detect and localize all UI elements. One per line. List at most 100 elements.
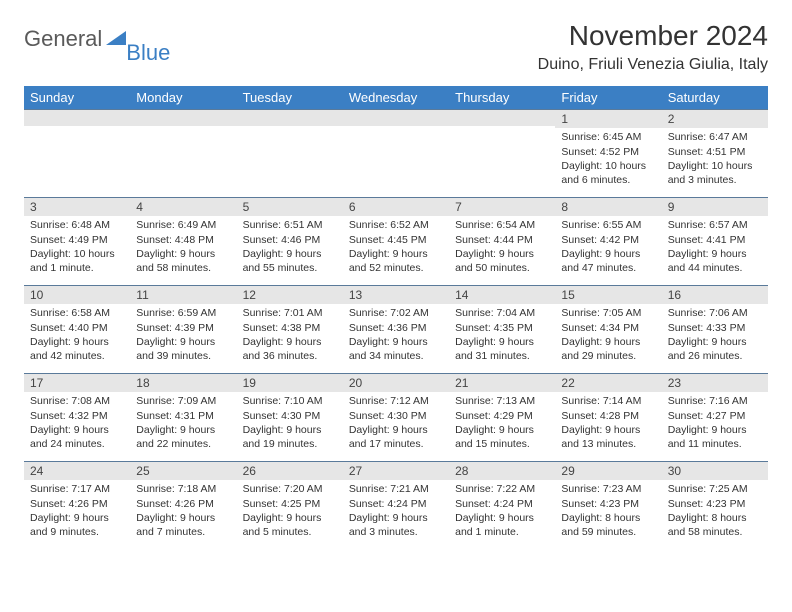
daylight-text: Daylight: 9 hours and 15 minutes. (455, 423, 549, 451)
sunrise-text: Sunrise: 7:23 AM (561, 482, 655, 496)
cell-body: Sunrise: 6:57 AMSunset: 4:41 PMDaylight:… (662, 216, 768, 279)
sunrise-text: Sunrise: 7:21 AM (349, 482, 443, 496)
day-number (130, 110, 236, 126)
calendar-cell: 7Sunrise: 6:54 AMSunset: 4:44 PMDaylight… (449, 198, 555, 286)
calendar-week-row: 17Sunrise: 7:08 AMSunset: 4:32 PMDayligh… (24, 374, 768, 462)
sunrise-text: Sunrise: 7:10 AM (243, 394, 337, 408)
daylight-text: Daylight: 8 hours and 58 minutes. (668, 511, 762, 539)
daylight-text: Daylight: 9 hours and 13 minutes. (561, 423, 655, 451)
day-number: 30 (662, 462, 768, 480)
calendar-cell: 4Sunrise: 6:49 AMSunset: 4:48 PMDaylight… (130, 198, 236, 286)
cell-body: Sunrise: 7:17 AMSunset: 4:26 PMDaylight:… (24, 480, 130, 543)
calendar-table: Sunday Monday Tuesday Wednesday Thursday… (24, 86, 768, 550)
sunset-text: Sunset: 4:45 PM (349, 233, 443, 247)
calendar-cell: 22Sunrise: 7:14 AMSunset: 4:28 PMDayligh… (555, 374, 661, 462)
calendar-cell: 11Sunrise: 6:59 AMSunset: 4:39 PMDayligh… (130, 286, 236, 374)
day-number (449, 110, 555, 126)
sunset-text: Sunset: 4:25 PM (243, 497, 337, 511)
daylight-text: Daylight: 10 hours and 3 minutes. (668, 159, 762, 187)
cell-body: Sunrise: 6:45 AMSunset: 4:52 PMDaylight:… (555, 128, 661, 191)
day-number: 17 (24, 374, 130, 392)
calendar-cell: 5Sunrise: 6:51 AMSunset: 4:46 PMDaylight… (237, 198, 343, 286)
sunrise-text: Sunrise: 6:48 AM (30, 218, 124, 232)
sunset-text: Sunset: 4:31 PM (136, 409, 230, 423)
day-number: 3 (24, 198, 130, 216)
calendar-cell: 28Sunrise: 7:22 AMSunset: 4:24 PMDayligh… (449, 462, 555, 550)
calendar-cell: 21Sunrise: 7:13 AMSunset: 4:29 PMDayligh… (449, 374, 555, 462)
sunset-text: Sunset: 4:32 PM (30, 409, 124, 423)
sunset-text: Sunset: 4:27 PM (668, 409, 762, 423)
location-subtitle: Duino, Friuli Venezia Giulia, Italy (538, 56, 768, 74)
day-number: 29 (555, 462, 661, 480)
daylight-text: Daylight: 9 hours and 44 minutes. (668, 247, 762, 275)
calendar-cell: 20 Sunrise: 7:12 AMSunset: 4:30 PMDayligh… (343, 374, 449, 462)
cell-body: Sunrise: 6:47 AMSunset: 4:51 PMDaylight:… (662, 128, 768, 191)
cell-body: Sunrise: 7:02 AMSunset: 4:36 PMDaylight:… (343, 304, 449, 367)
daylight-text: Daylight: 10 hours and 6 minutes. (561, 159, 655, 187)
day-number: 5 (237, 198, 343, 216)
cell-body (24, 126, 130, 132)
calendar-cell: 29Sunrise: 7:23 AMSunset: 4:23 PMDayligh… (555, 462, 661, 550)
cell-body: Sunrise: 7:16 AMSunset: 4:27 PMDaylight:… (662, 392, 768, 455)
day-number (237, 110, 343, 126)
sunset-text: Sunset: 4:49 PM (30, 233, 124, 247)
sunrise-text: Sunrise: 7:01 AM (243, 306, 337, 320)
calendar-cell: 8Sunrise: 6:55 AMSunset: 4:42 PMDaylight… (555, 198, 661, 286)
day-number: 4 (130, 198, 236, 216)
day-number: 28 (449, 462, 555, 480)
sunset-text: Sunset: 4:44 PM (455, 233, 549, 247)
cell-body: Sunrise: 7:13 AMSunset: 4:29 PMDaylight:… (449, 392, 555, 455)
day-number (24, 110, 130, 126)
day-number: 1 (555, 110, 661, 128)
day-number: 20 (343, 374, 449, 392)
calendar-cell: 9Sunrise: 6:57 AMSunset: 4:41 PMDaylight… (662, 198, 768, 286)
day-header: Monday (130, 86, 236, 110)
daylight-text: Daylight: 9 hours and 17 minutes. (349, 423, 443, 451)
sunrise-text: Sunrise: 7:06 AM (668, 306, 762, 320)
sunrise-text: Sunrise: 6:52 AM (349, 218, 443, 232)
day-number: 22 (555, 374, 661, 392)
day-header: Saturday (662, 86, 768, 110)
cell-body: Sunrise: 7:04 AMSunset: 4:35 PMDaylight:… (449, 304, 555, 367)
sunset-text: Sunset: 4:30 PM (349, 409, 443, 423)
sunrise-text: Sunrise: 6:45 AM (561, 130, 655, 144)
sunrise-text: Sunrise: 7:12 AM (349, 394, 443, 408)
day-number: 23 (662, 374, 768, 392)
day-number: 15 (555, 286, 661, 304)
calendar-cell: 23Sunrise: 7:16 AMSunset: 4:27 PMDayligh… (662, 374, 768, 462)
day-number (343, 110, 449, 126)
day-number: 27 (343, 462, 449, 480)
sunrise-text: Sunrise: 6:57 AM (668, 218, 762, 232)
cell-body: Sunrise: 6:55 AMSunset: 4:42 PMDaylight:… (555, 216, 661, 279)
sunrise-text: Sunrise: 7:18 AM (136, 482, 230, 496)
daylight-text: Daylight: 9 hours and 50 minutes. (455, 247, 549, 275)
cell-body: Sunrise: 7:25 AMSunset: 4:23 PMDaylight:… (662, 480, 768, 543)
cell-body (130, 126, 236, 132)
daylight-text: Daylight: 9 hours and 55 minutes. (243, 247, 337, 275)
cell-body: Sunrise: 6:52 AMSunset: 4:45 PMDaylight:… (343, 216, 449, 279)
daylight-text: Daylight: 9 hours and 9 minutes. (30, 511, 124, 539)
calendar-cell: 6Sunrise: 6:52 AMSunset: 4:45 PMDaylight… (343, 198, 449, 286)
cell-body: Sunrise: 7:22 AMSunset: 4:24 PMDaylight:… (449, 480, 555, 543)
calendar-cell (343, 110, 449, 198)
calendar-cell: 16Sunrise: 7:06 AMSunset: 4:33 PMDayligh… (662, 286, 768, 374)
calendar-week-row: 1Sunrise: 6:45 AMSunset: 4:52 PMDaylight… (24, 110, 768, 198)
calendar-cell: 26Sunrise: 7:20 AMSunset: 4:25 PMDayligh… (237, 462, 343, 550)
sunset-text: Sunset: 4:23 PM (668, 497, 762, 511)
logo-triangle-icon (106, 29, 126, 50)
sunrise-text: Sunrise: 6:51 AM (243, 218, 337, 232)
calendar-cell: 12Sunrise: 7:01 AMSunset: 4:38 PMDayligh… (237, 286, 343, 374)
title-block: November 2024 Duino, Friuli Venezia Giul… (538, 20, 768, 74)
daylight-text: Daylight: 8 hours and 59 minutes. (561, 511, 655, 539)
sunset-text: Sunset: 4:30 PM (243, 409, 337, 423)
sunset-text: Sunset: 4:24 PM (455, 497, 549, 511)
daylight-text: Daylight: 10 hours and 1 minute. (30, 247, 124, 275)
cell-body: Sunrise: 7:18 AMSunset: 4:26 PMDaylight:… (130, 480, 236, 543)
day-number: 10 (24, 286, 130, 304)
day-header: Friday (555, 86, 661, 110)
calendar-cell (24, 110, 130, 198)
sunset-text: Sunset: 4:40 PM (30, 321, 124, 335)
sunrise-text: Sunrise: 7:09 AM (136, 394, 230, 408)
sunset-text: Sunset: 4:34 PM (561, 321, 655, 335)
calendar-cell: 30Sunrise: 7:25 AMSunset: 4:23 PMDayligh… (662, 462, 768, 550)
